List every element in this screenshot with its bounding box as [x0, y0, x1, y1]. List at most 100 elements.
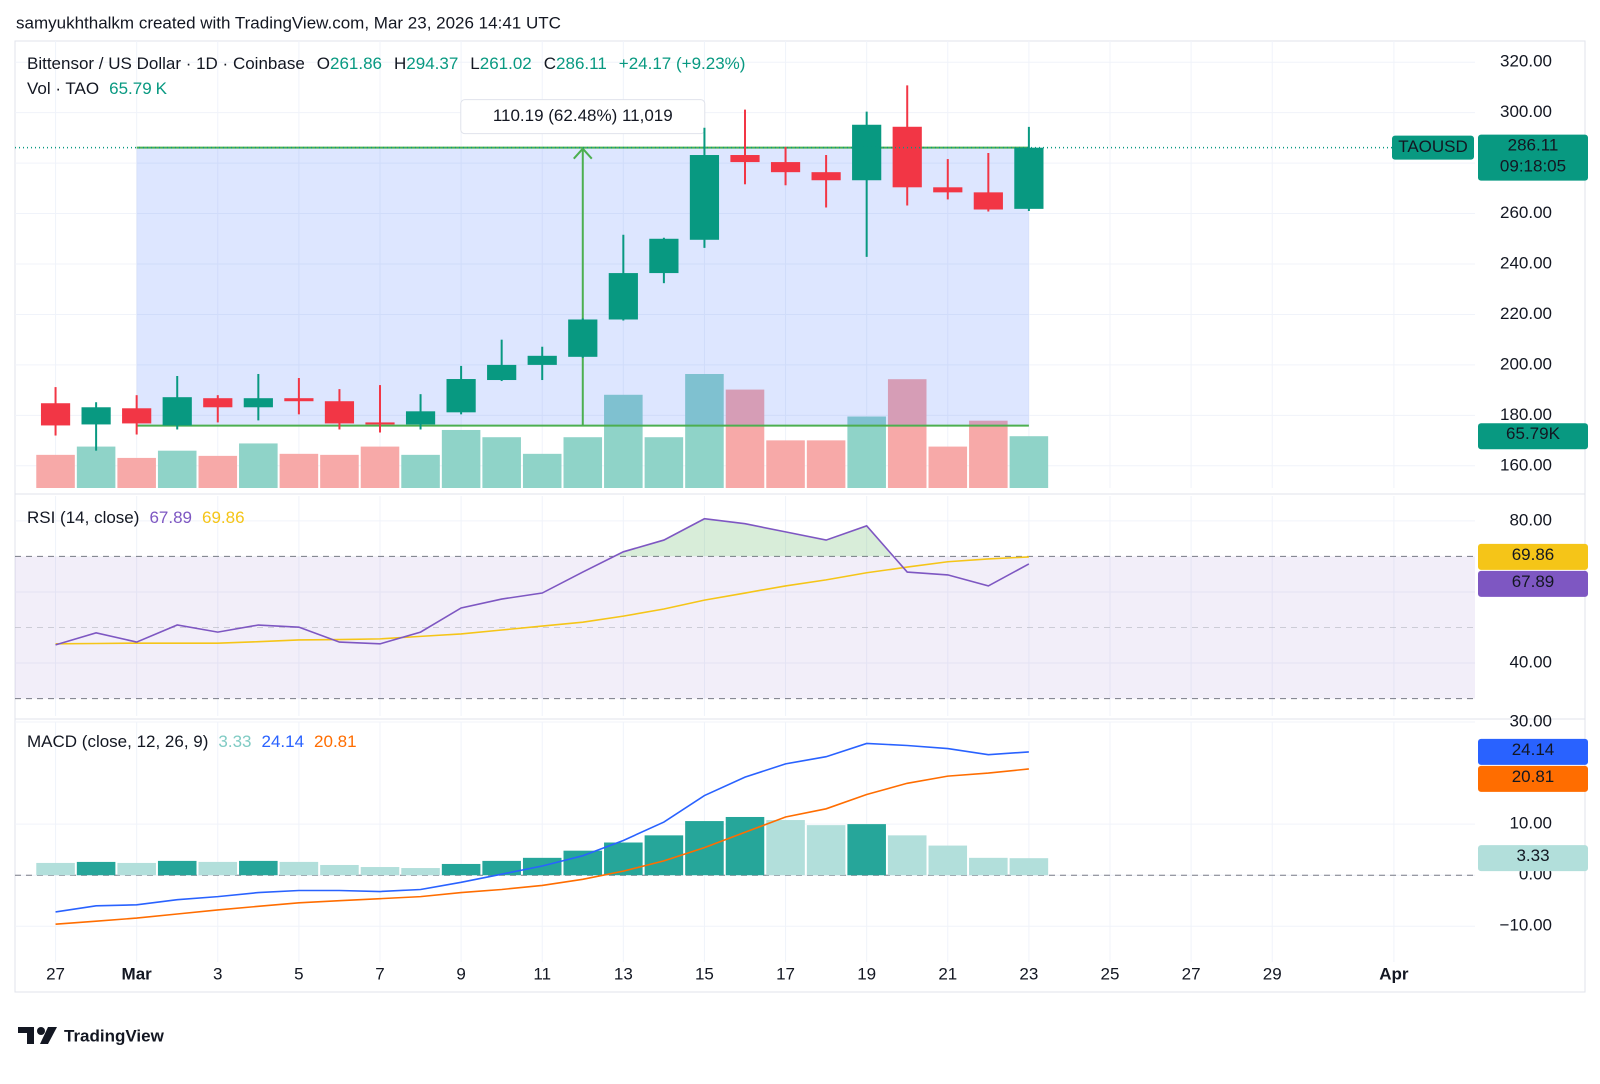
- candle-body: [446, 379, 476, 413]
- x-tick-label: Mar: [122, 964, 153, 983]
- macd-histogram-bar: [725, 816, 765, 876]
- macd-legend-value: 24.14: [262, 732, 305, 751]
- axis-value-part: 69.86: [1512, 545, 1555, 564]
- axis-value-box: [1478, 765, 1588, 792]
- macd-histogram-bar: [360, 867, 400, 876]
- x-tick-label: 27: [46, 964, 65, 983]
- x-tick-label: 19: [857, 964, 876, 983]
- macd-histogram-bar: [76, 861, 116, 876]
- candle-body: [487, 364, 517, 381]
- y-tick-label: 300.00: [1500, 102, 1552, 121]
- candle-body: [770, 162, 801, 173]
- legend-key: O: [317, 54, 330, 73]
- macd-histogram-bar: [1009, 858, 1049, 876]
- axis-value-box: [1478, 738, 1588, 765]
- macd-histogram-bar: [239, 860, 278, 876]
- volume-bar: [969, 420, 1008, 488]
- x-tick-label: 5: [294, 964, 303, 983]
- rsi-legend-title: RSI (14, close): [27, 508, 139, 527]
- logo-shape: [40, 1027, 57, 1044]
- y-tick-label: 240.00: [1500, 253, 1552, 272]
- axis-value-box: [1478, 845, 1588, 872]
- symbol-box: [1392, 135, 1474, 160]
- candle-body: [527, 355, 557, 365]
- volume-bar: [887, 379, 927, 488]
- axis-value-box: [1478, 134, 1588, 181]
- axis-value-part: 286.11: [1508, 136, 1559, 155]
- macd-histogram-bar: [320, 864, 359, 876]
- macd-histogram-bar: [401, 868, 440, 876]
- volume-bar: [847, 416, 886, 488]
- measure-label-box: [460, 99, 706, 135]
- volume-bar: [644, 437, 684, 488]
- logo-shape: [18, 1027, 34, 1044]
- x-tick-label: 25: [1101, 964, 1120, 983]
- macd-legend: MACD (close, 12, 26, 9) 3.33 24.14 20.81: [27, 732, 357, 751]
- candle-body: [973, 192, 1003, 210]
- axis-value-box: [1478, 570, 1588, 597]
- volume-bar: [198, 455, 238, 488]
- macd-legend-title: MACD (close, 12, 26, 9): [27, 732, 208, 751]
- legend-key: L: [470, 54, 479, 73]
- volume-bar: [36, 454, 75, 488]
- y-tick-label: 80.00: [1509, 510, 1552, 529]
- volume-bar: [928, 446, 968, 488]
- legend-key: H: [394, 54, 406, 73]
- y-tick-label: 160.00: [1500, 455, 1552, 474]
- indicator-line: [55, 768, 1029, 926]
- axis-value-label: 20.81: [1512, 767, 1555, 786]
- volume-bar: [401, 454, 440, 488]
- candle-body: [81, 407, 111, 425]
- volume-bar: [482, 437, 521, 488]
- axis-value-part: 3.33: [1516, 847, 1549, 866]
- macd-histogram-bar: [441, 863, 481, 876]
- volume-legend: Vol · TAO 65.79 K: [27, 79, 168, 98]
- candle-body: [892, 126, 922, 188]
- volume-bar: [563, 437, 603, 488]
- volume-bar: [360, 446, 400, 488]
- candle-body: [203, 398, 233, 408]
- volume-bar: [725, 389, 765, 488]
- volume-legend-unit: K: [156, 79, 168, 98]
- candle-body: [162, 397, 192, 426]
- candle-body: [324, 401, 355, 424]
- candle-body: [405, 411, 436, 425]
- macd-histogram-bar: [563, 850, 603, 876]
- macd-histogram-bar: [806, 825, 846, 876]
- axis-value-label: 286.11: [1508, 136, 1559, 155]
- candle-body: [568, 319, 598, 357]
- candle-body: [365, 422, 395, 425]
- indicator-line: [55, 742, 1029, 913]
- x-tick-label: 17: [776, 964, 795, 983]
- macd-histogram-bar: [928, 845, 968, 876]
- y-tick-label: 10.00: [1509, 814, 1552, 833]
- overbought-fill: [55, 518, 1029, 557]
- y-tick-label: 180.00: [1500, 405, 1552, 424]
- volume-bar: [441, 429, 481, 488]
- macd-histogram-bar: [279, 861, 319, 876]
- y-tick-label: 260.00: [1500, 203, 1552, 222]
- rsi-legend: RSI (14, close) 67.89 69.86: [27, 508, 245, 527]
- volume-legend-value: 65.79: [109, 79, 152, 98]
- axis-value-part: 67.89: [1512, 572, 1555, 591]
- candle-body: [933, 187, 963, 193]
- logo-text: TradingView: [64, 1026, 165, 1045]
- volume-bar: [685, 374, 724, 488]
- axis-value-box: [1478, 543, 1588, 570]
- measure-arrow-head: [573, 147, 593, 160]
- macd-histogram-bar: [604, 842, 643, 876]
- volume-bar: [76, 446, 116, 488]
- legend-value: 286.11: [556, 54, 607, 73]
- legend-value: 294.37: [406, 54, 458, 73]
- candle-body: [40, 403, 71, 426]
- axis-value-label: 69.86: [1512, 545, 1555, 564]
- candle-body: [730, 155, 760, 163]
- macd-histogram-bar: [157, 860, 197, 876]
- y-tick-label: −10.00: [1500, 916, 1552, 935]
- x-tick-label: 3: [213, 964, 222, 983]
- rsi-legend-value: 69.86: [202, 508, 245, 527]
- legend-value: 261.86: [330, 54, 382, 73]
- y-tick-label: 320.00: [1500, 52, 1552, 71]
- volume-bar: [806, 440, 846, 488]
